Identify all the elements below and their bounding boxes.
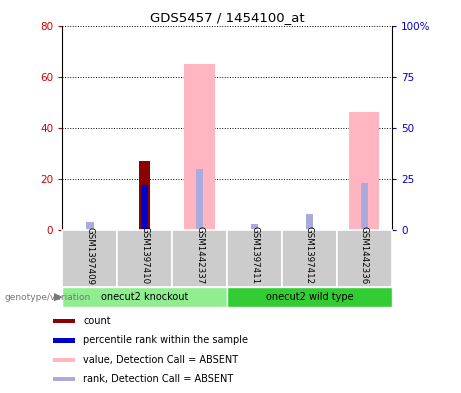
Bar: [62, 287, 227, 307]
Bar: [227, 287, 392, 307]
Text: rank, Detection Call = ABSENT: rank, Detection Call = ABSENT: [83, 375, 234, 384]
Bar: [282, 230, 337, 287]
Bar: [86, 222, 94, 230]
Bar: [349, 112, 379, 230]
Bar: [117, 230, 172, 287]
Text: GSM1397412: GSM1397412: [305, 226, 314, 285]
Title: GDS5457 / 1454100_at: GDS5457 / 1454100_at: [150, 11, 304, 24]
Bar: [62, 230, 117, 287]
Bar: [184, 64, 215, 230]
Bar: [172, 230, 227, 287]
Bar: [53, 338, 75, 343]
Bar: [251, 224, 258, 230]
Bar: [306, 224, 313, 230]
Bar: [337, 230, 392, 287]
Bar: [53, 358, 75, 362]
Bar: [139, 161, 150, 230]
Bar: [361, 183, 368, 230]
Text: GSM1397411: GSM1397411: [250, 226, 259, 285]
Text: ▶: ▶: [54, 292, 63, 302]
Text: genotype/variation: genotype/variation: [5, 293, 91, 301]
Bar: [306, 213, 313, 230]
Bar: [141, 185, 148, 230]
Bar: [227, 230, 282, 287]
Text: percentile rank within the sample: percentile rank within the sample: [83, 336, 248, 345]
Bar: [53, 377, 75, 382]
Text: count: count: [83, 316, 111, 326]
Text: GSM1442337: GSM1442337: [195, 226, 204, 285]
Text: value, Detection Call = ABSENT: value, Detection Call = ABSENT: [83, 355, 238, 365]
Text: GSM1397410: GSM1397410: [140, 226, 149, 285]
Bar: [196, 169, 203, 230]
Bar: [53, 319, 75, 323]
Bar: [86, 226, 94, 230]
Text: GSM1397409: GSM1397409: [85, 226, 94, 285]
Text: onecut2 knockout: onecut2 knockout: [101, 292, 189, 302]
Bar: [251, 226, 258, 230]
Text: GSM1442336: GSM1442336: [360, 226, 369, 285]
Text: onecut2 wild type: onecut2 wild type: [266, 292, 353, 302]
